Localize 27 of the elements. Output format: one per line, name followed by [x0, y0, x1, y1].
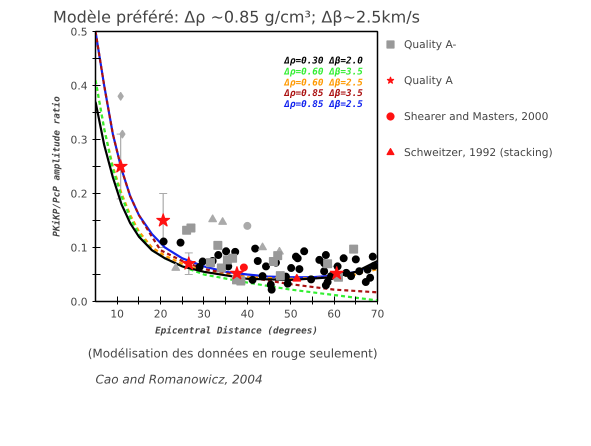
y-tick-label: 0.4 [70, 80, 88, 92]
y-axis-title: PKiKP/PcP amplitude ratio [52, 96, 63, 237]
legend-label: Quality A [404, 74, 453, 86]
chart-title: Modèle préféré: Δρ ~0.85 g/cm³; Δβ~2.5km/s [53, 8, 420, 26]
x-tick-label: 50 [284, 308, 298, 320]
x-tick-label: 30 [197, 308, 211, 320]
x-axis-title: Epicentral Distance (degrees) [155, 326, 318, 336]
x-tick-label: 20 [154, 308, 168, 320]
x-tick-label: 40 [240, 308, 254, 320]
text: Δρ=0.85 Δβ=2.5 [283, 98, 364, 110]
text: Δρ=0.85 Δβ=3.5 [283, 88, 364, 100]
y-tick-label: 0.1 [70, 242, 88, 254]
legend-label: Schweitzer, 1992 (stacking) [404, 146, 553, 158]
legend-label: Quality A- [404, 38, 456, 50]
y-tick-label: 0.3 [70, 134, 88, 146]
y-tick-label: 0.2 [70, 188, 88, 200]
text: Δρ=0.60 Δβ=2.5 [283, 77, 364, 88]
x-tick-label: 70 [370, 308, 384, 320]
y-tick-label: 0.5 [70, 26, 88, 38]
x-tick-label: 10 [110, 308, 124, 320]
text: (Modélisation des données en rouge seulement) [88, 346, 378, 360]
text: Δρ=0.60 Δβ=3.5 [283, 66, 364, 78]
x-tick-label: 60 [327, 308, 342, 320]
legend-label: Shearer and Masters, 2000 [404, 110, 548, 122]
text: Δρ=0.30 Δβ=2.0 [283, 56, 364, 67]
text: Cao and Romanowicz, 2004 [96, 372, 263, 386]
y-tick-label: 0.0 [70, 296, 88, 308]
